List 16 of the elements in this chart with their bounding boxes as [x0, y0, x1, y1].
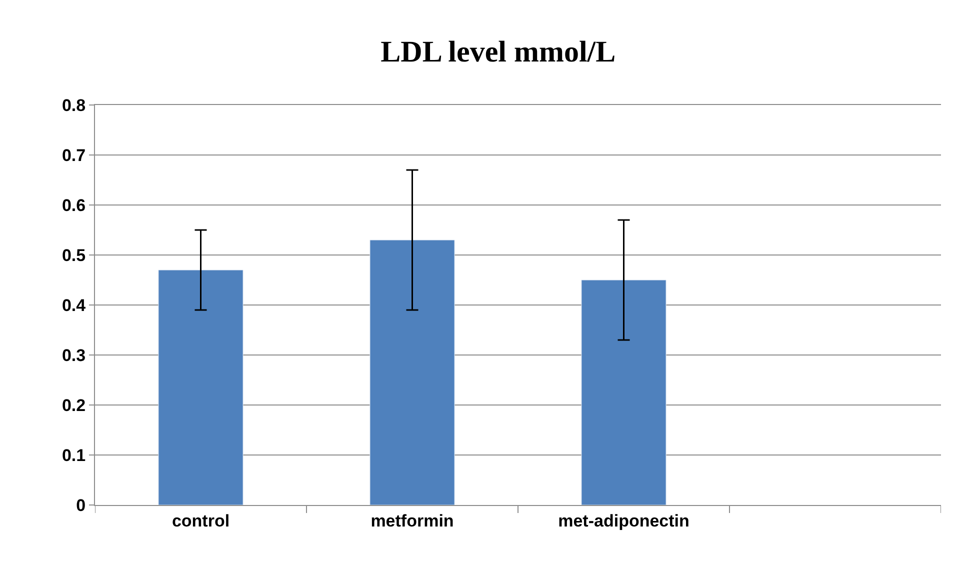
- y-tick-label: 0.8: [62, 96, 86, 115]
- bar: [370, 240, 455, 505]
- y-tick-label: 0.2: [62, 396, 86, 415]
- y-tick-label: 0.7: [62, 146, 86, 165]
- x-tick-label: met-adiponectin: [558, 511, 690, 530]
- bar: [158, 270, 244, 505]
- y-tick-label: 0: [76, 496, 86, 515]
- y-tick-label: 0.1: [62, 446, 86, 465]
- y-tick-label: 0.5: [62, 246, 86, 265]
- x-tick-label: metformin: [370, 511, 454, 530]
- chart-title: LDL level mmol/L: [380, 36, 616, 69]
- y-tick-label: 0.4: [62, 296, 86, 315]
- bar: [581, 280, 666, 505]
- x-tick-label: control: [172, 511, 230, 530]
- y-tick-label: 0.6: [62, 196, 86, 215]
- y-tick-label: 0.3: [62, 346, 86, 365]
